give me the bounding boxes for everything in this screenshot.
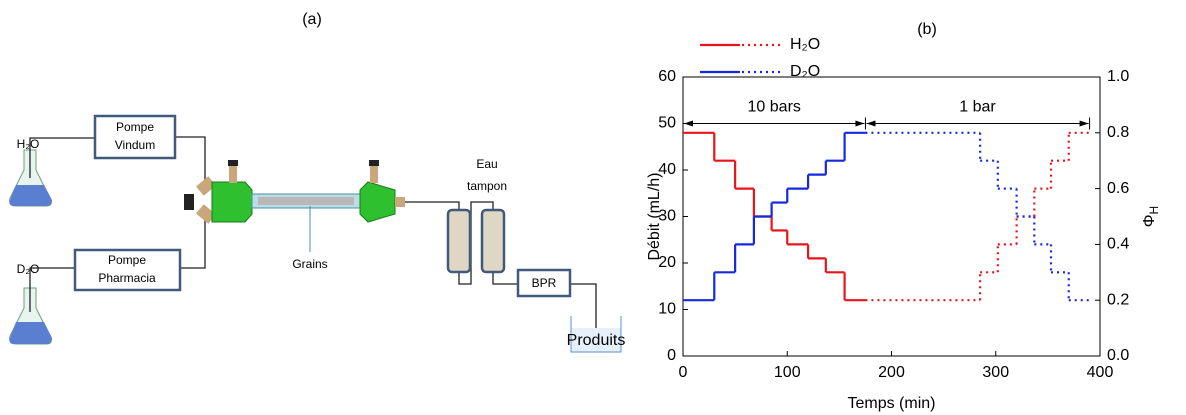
y2-label-subscript: H — [1147, 206, 1161, 215]
union — [211, 181, 253, 223]
legend-label: H₂O — [790, 36, 820, 53]
buffer-column — [446, 208, 472, 274]
x-tick-label: 0 — [679, 364, 688, 381]
y2-tick-label: 0.2 — [1107, 291, 1129, 308]
y-tick-label: 10 — [658, 301, 676, 318]
y2-tick-label: 0.8 — [1107, 124, 1129, 141]
fitting — [196, 204, 216, 224]
y2-label-symbol: Φ — [1141, 214, 1158, 227]
y-tick-label: 20 — [658, 254, 676, 271]
plot-frame — [682, 76, 1101, 357]
x-tick-label: 300 — [982, 364, 1009, 381]
x-tick-label: 100 — [774, 364, 801, 381]
y2-tick-label: 1.0 — [1107, 68, 1129, 85]
fitting — [369, 160, 379, 166]
buffer-label: Eau — [476, 157, 497, 171]
y-tick-label: 40 — [658, 161, 676, 178]
y-tick-label: 50 — [658, 115, 676, 132]
pump-label: Pompe — [108, 253, 146, 267]
fitting — [228, 160, 238, 166]
fitting — [184, 194, 194, 210]
pump — [93, 114, 177, 160]
fitting — [196, 176, 216, 196]
bpr — [516, 268, 572, 298]
liquid — [571, 328, 621, 352]
chart: (b) 0 100 200 300 400 0 10 20 30 40 50 60 0.0 0.2 0.4 0.… — [646, 21, 1161, 412]
y2-tick-label: 0.4 — [1107, 236, 1129, 253]
y-tick-label: 0 — [667, 347, 676, 364]
inlet-label: D₂O — [17, 262, 40, 276]
container — [570, 316, 622, 353]
pump-label: Vindum — [115, 138, 155, 152]
buffer-label: tampon — [467, 179, 507, 193]
y-axis-label: Débit (mL/h) — [646, 172, 663, 260]
legend-label: D₂O — [790, 63, 820, 80]
liquid — [9, 322, 52, 344]
y-tick-label: 30 — [658, 208, 676, 225]
y2-tick-label: 0.0 — [1107, 347, 1129, 364]
x-tick-label: 200 — [878, 364, 905, 381]
bpr-label: BPR — [532, 276, 557, 290]
products-label: Produits — [567, 332, 626, 349]
pipe — [29, 136, 206, 312]
y2-tick-label: 0.6 — [1107, 180, 1129, 197]
pump-label: Pompe — [116, 120, 154, 134]
x-tick-label: 400 — [1087, 364, 1114, 381]
y2-axis-label: ΦH — [1141, 206, 1161, 227]
union — [359, 181, 396, 223]
panel-label: (a) — [302, 11, 322, 28]
y-tick-label: 60 — [658, 68, 676, 85]
grains — [258, 197, 354, 205]
x-axis-label: Temps (min) — [847, 395, 935, 412]
fitting — [370, 163, 378, 183]
inlet-label: H₂O — [17, 137, 40, 151]
fitting — [395, 197, 405, 207]
pump — [73, 248, 182, 292]
diagram: (a) H₂O D₂O Pompe Vindum Pompe Pharmacia… — [9, 11, 626, 353]
pump-label: Pharmacia — [98, 271, 156, 285]
buffer-column — [480, 208, 506, 274]
annotation-text: 10 bars — [748, 99, 801, 116]
grains-label: Grains — [292, 257, 327, 271]
fitting — [229, 163, 237, 183]
annotation-text: 1 bar — [959, 99, 996, 116]
liquid — [9, 185, 52, 206]
chart-title: (b) — [917, 21, 937, 38]
